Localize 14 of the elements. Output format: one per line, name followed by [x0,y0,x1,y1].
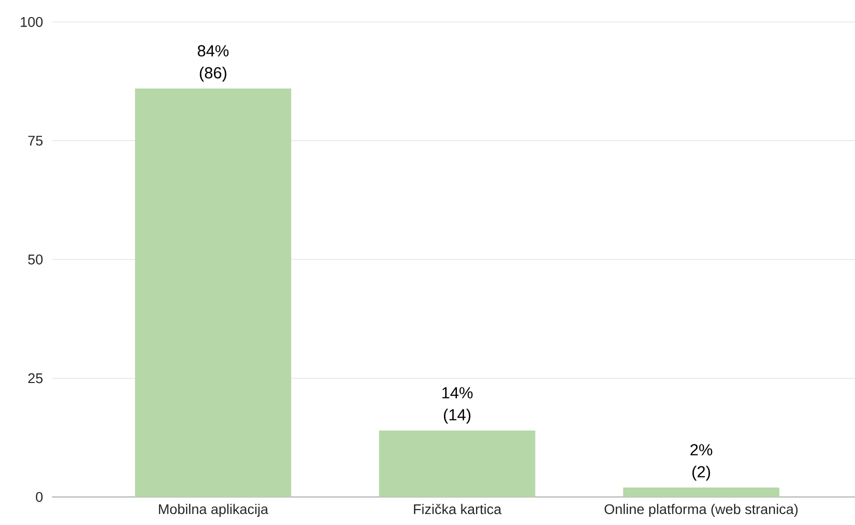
x-tick-label: Online platforma (web stranica) [604,504,798,517]
bar [379,430,536,497]
bar [623,487,780,497]
y-tick-label: 25 [28,373,43,384]
x-tick-label: Fizička kartica [414,504,502,514]
y-tick-label: 50 [28,254,43,264]
data-label: 84% (86) [198,45,229,82]
data-label: 2% (2) [690,444,712,481]
bar [134,88,292,497]
data-label: 14% (14) [442,387,473,424]
y-tick-label: 75 [28,136,43,146]
y-tick-label: 100 [20,17,43,27]
x-tick-label: Mobilna aplikacija [158,504,268,517]
y-tick-label: 0 [36,492,43,502]
